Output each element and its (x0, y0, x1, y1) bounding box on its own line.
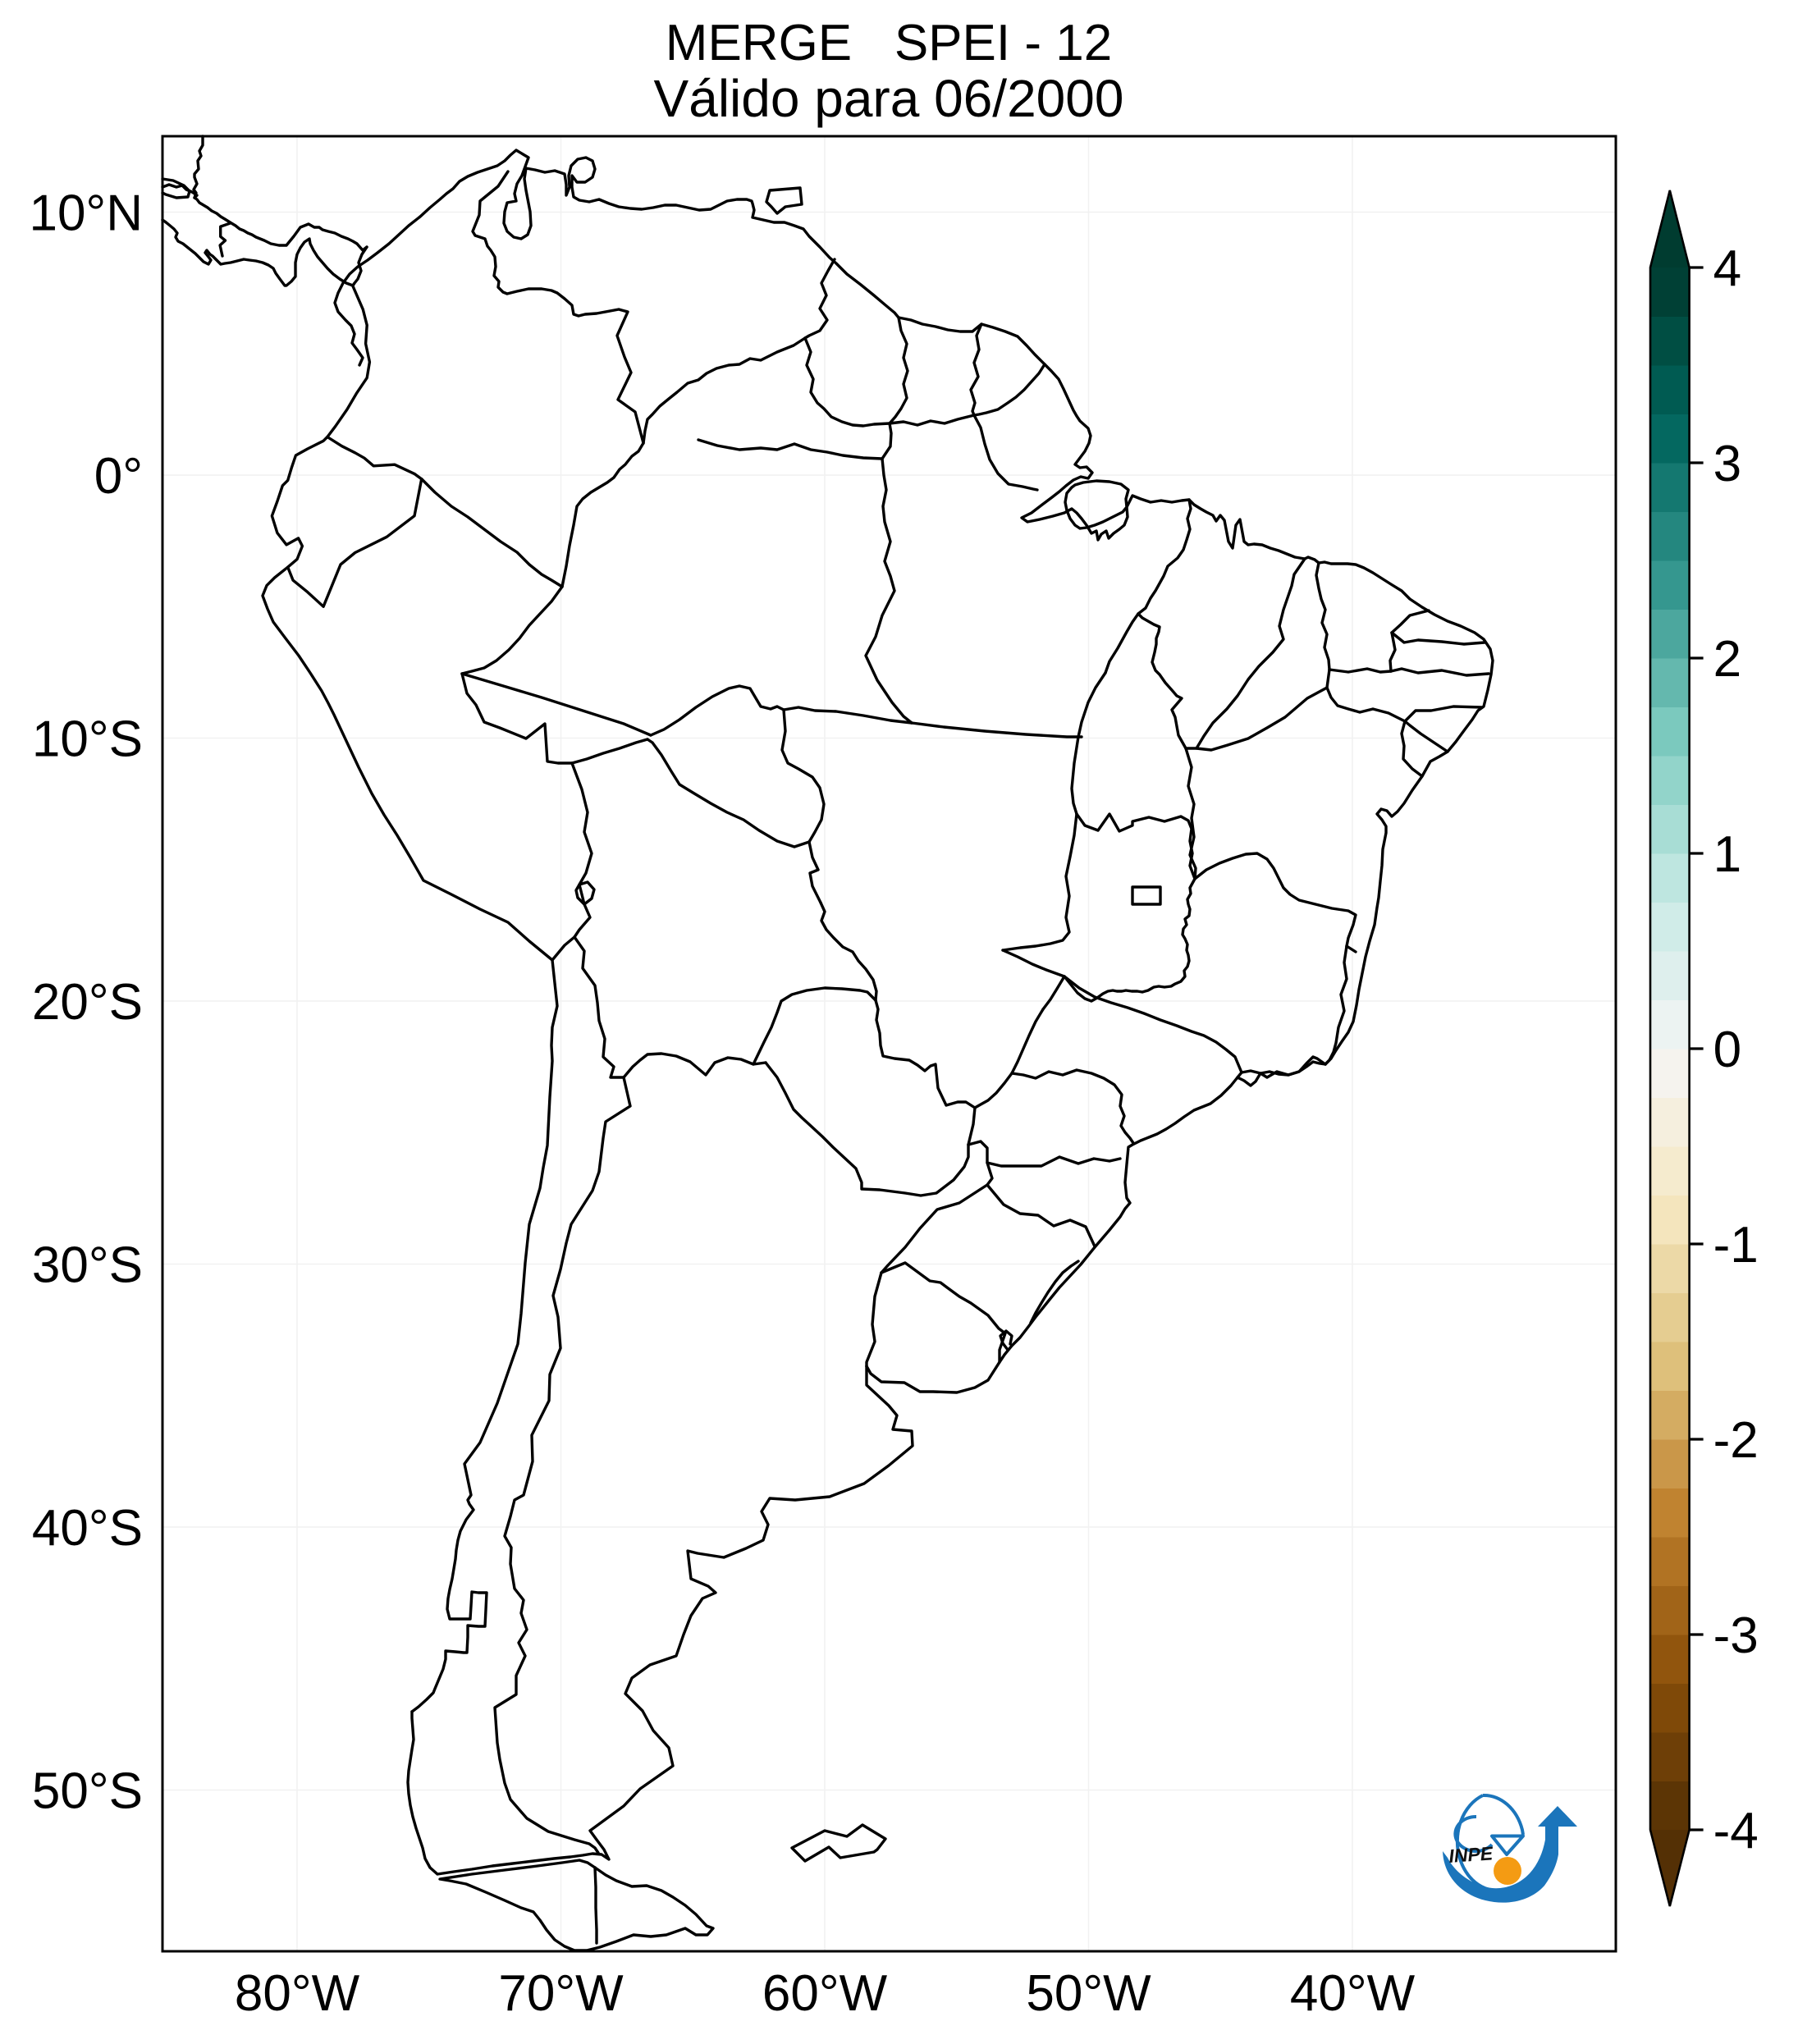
svg-text:80°W: 80°W (235, 1965, 360, 2022)
svg-text:-2: -2 (1713, 1412, 1759, 1469)
svg-text:Válido para 06/2000: Válido para 06/2000 (654, 69, 1124, 128)
svg-text:40°W: 40°W (1290, 1965, 1416, 2022)
svg-text:60°W: 60°W (762, 1965, 888, 2022)
svg-text:-4: -4 (1713, 1803, 1759, 1859)
svg-text:20°S: 20°S (32, 974, 143, 1031)
svg-text:10°N: 10°N (29, 185, 143, 242)
svg-text:0°: 0° (94, 448, 143, 505)
svg-text:30°S: 30°S (32, 1237, 143, 1294)
svg-text:40°S: 40°S (32, 1500, 143, 1557)
svg-text:0: 0 (1713, 1022, 1741, 1078)
svg-text:70°W: 70°W (498, 1965, 624, 2022)
svg-text:INPE: INPE (1448, 1842, 1494, 1867)
svg-text:1: 1 (1713, 826, 1741, 883)
svg-text:MERGE SPEI - 12: MERGE SPEI - 12 (666, 15, 1112, 71)
svg-text:3: 3 (1713, 436, 1741, 492)
svg-text:50°S: 50°S (32, 1763, 143, 1820)
svg-text:4: 4 (1713, 240, 1741, 297)
svg-text:2: 2 (1713, 631, 1741, 688)
svg-text:10°S: 10°S (32, 711, 143, 768)
svg-text:-3: -3 (1713, 1607, 1759, 1664)
svg-text:50°W: 50°W (1026, 1965, 1151, 2022)
svg-text:-1: -1 (1713, 1217, 1759, 1273)
